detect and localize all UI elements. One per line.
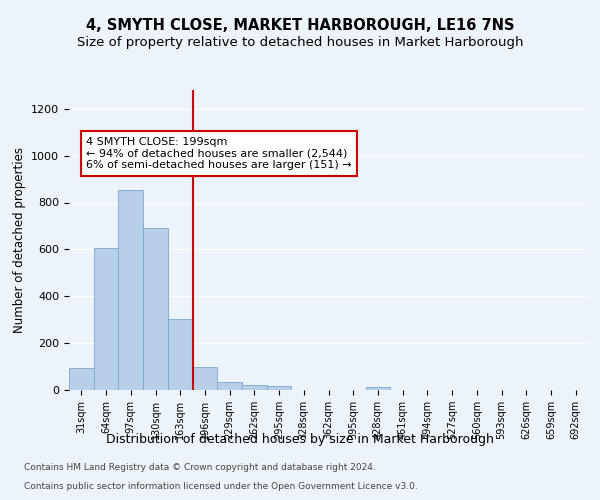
Bar: [118, 190, 143, 390]
Bar: [217, 382, 242, 390]
Bar: [143, 228, 168, 390]
Text: 4, SMYTH CLOSE, MARKET HARBOROUGH, LE16 7NS: 4, SMYTH CLOSE, MARKET HARBOROUGH, LE16 …: [86, 18, 514, 32]
Y-axis label: Number of detached properties: Number of detached properties: [13, 147, 26, 333]
Bar: [267, 386, 292, 390]
Bar: [168, 318, 193, 390]
Text: Distribution of detached houses by size in Market Harborough: Distribution of detached houses by size …: [106, 432, 494, 446]
Text: Size of property relative to detached houses in Market Harborough: Size of property relative to detached ho…: [77, 36, 523, 49]
Bar: [242, 385, 267, 390]
Text: 4 SMYTH CLOSE: 199sqm
← 94% of detached houses are smaller (2,544)
6% of semi-de: 4 SMYTH CLOSE: 199sqm ← 94% of detached …: [86, 137, 352, 170]
Bar: [69, 368, 94, 390]
Text: Contains HM Land Registry data © Crown copyright and database right 2024.: Contains HM Land Registry data © Crown c…: [24, 464, 376, 472]
Bar: [193, 366, 217, 390]
Bar: [365, 387, 390, 390]
Text: Contains public sector information licensed under the Open Government Licence v3: Contains public sector information licen…: [24, 482, 418, 491]
Bar: [94, 248, 118, 390]
